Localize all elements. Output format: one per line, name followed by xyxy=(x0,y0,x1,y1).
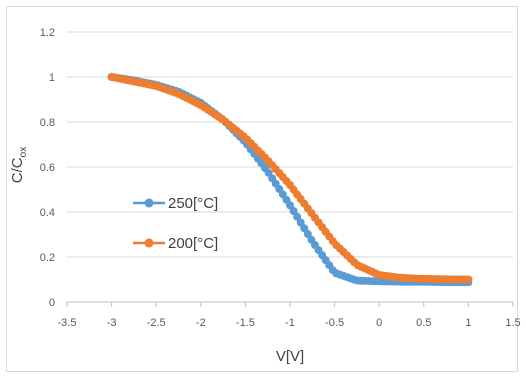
data-point-1-100 xyxy=(464,275,473,284)
y-axis: 0 0.2 0.4 0.6 0.8 1 1.2 xyxy=(40,27,55,309)
legend-marker-0 xyxy=(144,198,154,208)
x-tick-label-6: -0.5 xyxy=(325,317,344,329)
data-point-0-52 xyxy=(293,212,302,221)
y-tick-label-3: 0.6 xyxy=(40,162,55,174)
y-tick-label-5: 1 xyxy=(49,72,55,84)
chart-frame xyxy=(6,6,518,372)
series-1 xyxy=(107,73,473,284)
data-point-0-53 xyxy=(296,218,305,227)
x-tick-label-10: 1.5 xyxy=(505,317,520,329)
x-tick-label-8: 0.5 xyxy=(416,317,431,329)
y-tick-label-1: 0.2 xyxy=(40,252,55,264)
legend-label-0: 250[°C] xyxy=(168,195,218,212)
x-tick-label-3: -2 xyxy=(196,317,206,329)
legend-label-1: 200[°C] xyxy=(168,235,218,252)
gridlines xyxy=(67,31,513,258)
series-layer xyxy=(107,73,473,287)
y-tick-label-4: 0.8 xyxy=(40,117,55,129)
legend-marker-1 xyxy=(144,238,154,248)
x-tick-label-5: -1 xyxy=(285,317,295,329)
x-axis: -3.5 -3 -2.5 -2 -1.5 -1 -0.5 0 0.5 1 1.5 xyxy=(58,301,521,329)
x-tick-label-0: -3.5 xyxy=(58,317,77,329)
data-point-0-55 xyxy=(303,230,312,239)
data-point-0-50 xyxy=(286,201,294,210)
y-axis-title-sub: ox xyxy=(18,147,29,158)
y-tick-label-2: 0.4 xyxy=(40,207,55,219)
y-tick-label-0: 0 xyxy=(49,297,55,309)
data-point-0-51 xyxy=(289,207,298,216)
y-tick-label-6: 1.2 xyxy=(40,27,55,39)
y-axis-title-text: C/Cox xyxy=(9,147,29,183)
x-tick-label-4: -1.5 xyxy=(236,317,255,329)
x-tick-label-9: 1 xyxy=(465,317,471,329)
legend: 250[°C] 200[°C] xyxy=(133,195,218,252)
series-line-1 xyxy=(111,76,469,281)
x-tick-label-1: -3 xyxy=(107,317,117,329)
y-axis-title: C/Cox xyxy=(9,147,29,183)
y-axis-title-main: C/C xyxy=(9,157,26,183)
x-tick-label-7: 0 xyxy=(376,317,382,329)
x-axis-title: V[V] xyxy=(276,348,304,365)
x-tick-label-2: -2.5 xyxy=(147,317,166,329)
data-point-0-54 xyxy=(300,224,309,233)
